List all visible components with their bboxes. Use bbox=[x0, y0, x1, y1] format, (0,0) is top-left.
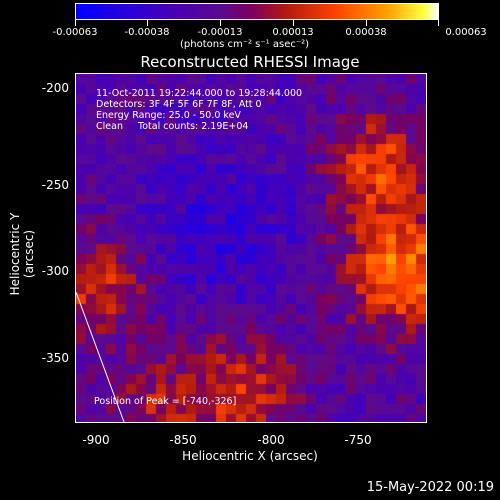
colorbar-label: -0.00038 bbox=[124, 27, 170, 38]
colorbar bbox=[75, 3, 439, 20]
colorbar-label: 0.00063 bbox=[445, 27, 487, 38]
colorbar-tick bbox=[438, 20, 439, 26]
footer-timestamp: 15-May-2022 00:19 bbox=[366, 480, 494, 495]
colorbar-tick bbox=[220, 20, 221, 26]
colorbar-tick bbox=[293, 20, 294, 26]
colorbar-tick bbox=[147, 20, 148, 26]
y-tick-label: -350 bbox=[41, 351, 69, 365]
colorbar-label: 0.00038 bbox=[345, 27, 387, 38]
colorbar-tick bbox=[366, 20, 367, 26]
x-tick-label: -900 bbox=[82, 433, 110, 447]
plot-title: Reconstructed RHESSI Image bbox=[140, 53, 360, 71]
y-tick-label: -300 bbox=[41, 264, 69, 278]
peak-position: Position of Peak = [-740,-326] bbox=[94, 396, 237, 407]
colorbar-tick bbox=[75, 20, 76, 26]
y-axis-label: Heliocentric Y (arcsec) bbox=[8, 212, 36, 296]
colorbar-label: -0.00013 bbox=[197, 27, 243, 38]
info-energy: Energy Range: 25.0 - 50.0 keV bbox=[96, 110, 241, 121]
x-tick-label: -850 bbox=[169, 433, 197, 447]
colorbar-label: 0.00013 bbox=[272, 27, 314, 38]
info-detectors: Detectors: 3F 4F 5F 6F 7F 8F, Att 0 bbox=[96, 99, 262, 110]
colorbar-units: (photons cm⁻² s⁻¹ asec⁻²) bbox=[180, 39, 310, 50]
y-tick-label: -200 bbox=[41, 81, 69, 95]
image-plot: 11-Oct-2011 19:22:44.000 to 19:28:44.000… bbox=[75, 73, 427, 423]
x-tick-label: -750 bbox=[344, 433, 372, 447]
y-tick-label: -250 bbox=[41, 178, 69, 192]
x-tick-label: -800 bbox=[257, 433, 285, 447]
x-axis-label: Heliocentric X (arcsec) bbox=[182, 449, 318, 463]
colorbar-label: -0.00063 bbox=[52, 27, 98, 38]
limb-line bbox=[76, 291, 125, 422]
info-time: 11-Oct-2011 19:22:44.000 to 19:28:44.000 bbox=[96, 88, 303, 99]
rhessi-image-map bbox=[76, 74, 426, 422]
info-counts: Clean Total counts: 2.19E+04 bbox=[96, 121, 249, 132]
